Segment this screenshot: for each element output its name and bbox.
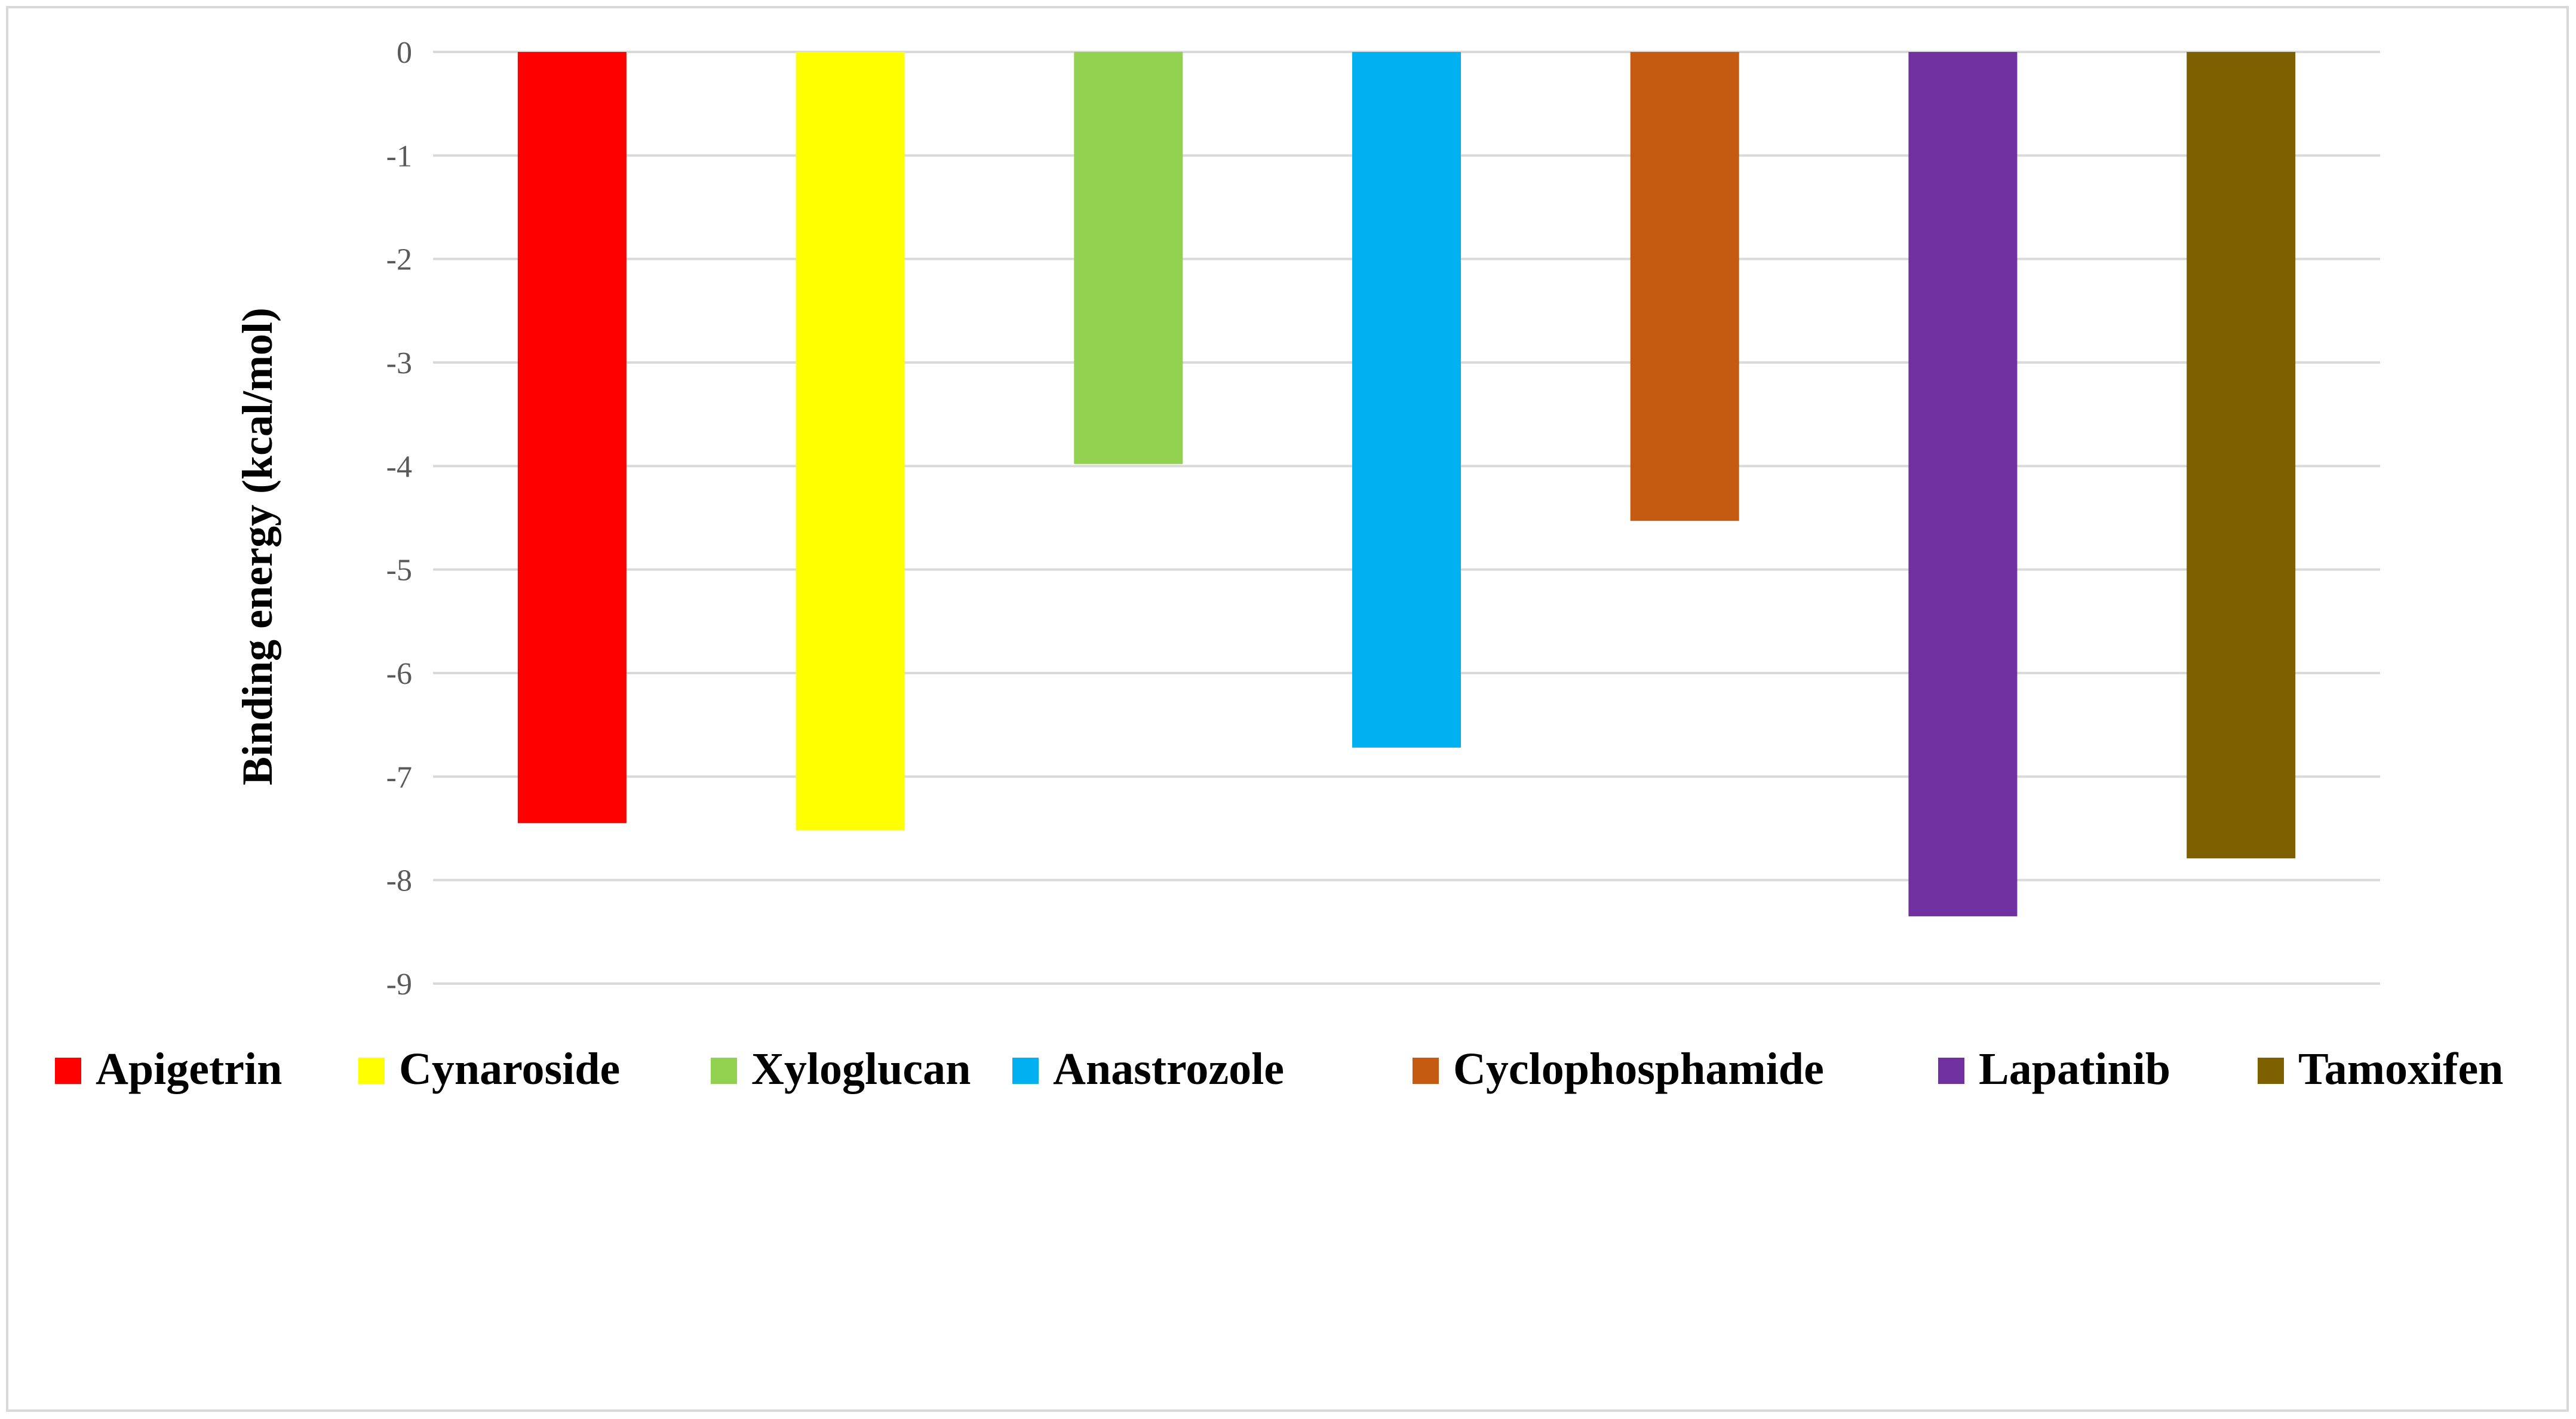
legend-item-xyloglucan: Xyloglucan bbox=[711, 1044, 971, 1094]
legend-swatch bbox=[1012, 1058, 1039, 1084]
legend-item-cynaroside: Cynaroside bbox=[358, 1044, 620, 1094]
legend-item-tamoxifen: Tamoxifen bbox=[2258, 1044, 2503, 1094]
y-tick-label: -8 bbox=[386, 864, 412, 898]
y-axis-title: Binding energy (kcal/mol) bbox=[234, 308, 281, 785]
legend-item-cyclophosphamide: Cyclophosphamide bbox=[1413, 1044, 1824, 1094]
legend-item-apigetrin: Apigetrin bbox=[55, 1044, 282, 1094]
legend-swatch bbox=[1413, 1058, 1439, 1084]
y-tick-label: -3 bbox=[386, 346, 412, 380]
bar-xyloglucan bbox=[1074, 52, 1183, 464]
bar-apigetrin bbox=[517, 52, 627, 824]
legend-label: Lapatinib bbox=[1979, 1044, 2170, 1094]
legend-label: Xyloglucan bbox=[751, 1044, 971, 1094]
bar-cyclophosphamide bbox=[1630, 52, 1739, 521]
legend-swatch bbox=[1938, 1058, 1964, 1084]
legend-label: Cynaroside bbox=[399, 1044, 620, 1094]
legend-item-anastrozole: Anastrozole bbox=[1012, 1044, 1284, 1094]
y-axis-ticks: 0 -1 -2 -3 -4 -5 -6 -7 -8 -9 bbox=[386, 36, 412, 1002]
y-tick-label: -4 bbox=[386, 450, 412, 484]
y-tick-label: -1 bbox=[386, 139, 412, 173]
legend-label: Tamoxifen bbox=[2298, 1044, 2503, 1094]
gridlines bbox=[433, 51, 2380, 985]
bar-cynaroside bbox=[796, 52, 905, 831]
bar-lapatinib bbox=[1908, 52, 2018, 917]
legend-swatch bbox=[2258, 1058, 2284, 1084]
legend-swatch bbox=[55, 1058, 81, 1084]
bar-anastrozole bbox=[1352, 52, 1461, 748]
y-tick-label: -6 bbox=[386, 657, 412, 691]
legend-swatch bbox=[358, 1058, 385, 1084]
bars bbox=[517, 52, 2296, 917]
legend: Apigetrin Cynaroside Xyloglucan Anastrozole… bbox=[55, 1044, 2503, 1094]
legend-label: Apigetrin bbox=[96, 1044, 282, 1094]
legend-label: Anastrozole bbox=[1053, 1044, 1284, 1094]
legend-item-lapatinib: Lapatinib bbox=[1938, 1044, 2170, 1094]
legend-label: Cyclophosphamide bbox=[1453, 1044, 1824, 1094]
bar-tamoxifen bbox=[2187, 52, 2296, 859]
y-tick-label: -2 bbox=[386, 243, 412, 277]
y-tick-label: -7 bbox=[386, 760, 412, 794]
y-tick-label: 0 bbox=[397, 36, 412, 70]
chart-frame bbox=[6, 6, 2569, 1412]
y-tick-label: -5 bbox=[386, 554, 412, 588]
y-tick-label: -9 bbox=[386, 968, 412, 1002]
legend-swatch bbox=[711, 1058, 737, 1084]
